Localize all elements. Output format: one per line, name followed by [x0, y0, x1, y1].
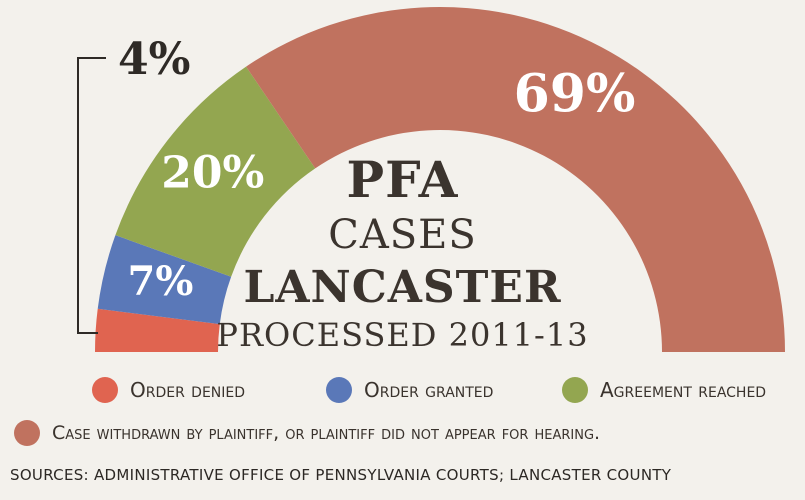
legend-swatch-case-withdrawn	[14, 420, 40, 446]
legend-item-agreement-reached: Agreement reached	[562, 377, 766, 403]
legend-label-order-granted: Order granted	[364, 378, 494, 402]
legend-item-order-granted: Order granted	[326, 377, 493, 403]
legend-swatch-order-granted	[326, 377, 352, 403]
slice-value-label: 69%	[514, 63, 636, 124]
callout-bracket	[77, 57, 106, 334]
slice-agreement-reached	[115, 66, 316, 277]
legend-item-case-withdrawn: Case withdrawn by plaintiff, or plaintif…	[14, 420, 600, 446]
slice-value-label: 7%	[128, 258, 194, 305]
chart-title-line-1: PFA	[346, 150, 459, 209]
legend-swatch-agreement-reached	[562, 377, 588, 403]
chart-title-line-3: LANCASTER	[243, 262, 562, 313]
legend-label-order-denied: Order denied	[130, 378, 246, 402]
slice-value-label: 20%	[161, 147, 264, 198]
legend-item-order-denied: Order denied	[92, 377, 245, 403]
chart-title-line-2: CASES	[328, 212, 477, 258]
sources-note: SOURCES: ADMINISTRATIVE OFFICE OF PENNSY…	[10, 466, 672, 484]
legend-swatch-order-denied	[92, 377, 118, 403]
chart-title-line-4: PROCESSED 2011-13	[216, 316, 589, 354]
legend-label-agreement-reached: Agreement reached	[600, 378, 767, 402]
pfa-semicircle-chart: 4% 7% 20% 69%	[77, 7, 785, 353]
legend-label-case-withdrawn: Case withdrawn by plaintiff, or plaintif…	[52, 422, 601, 444]
slice-order-denied	[95, 308, 220, 352]
slice-order-granted	[97, 235, 232, 325]
slice-case-withdrawn-by-plaintiff-or-plaintiff-did-not-appear-for-hearing	[246, 7, 785, 353]
callout-value-label: 4%	[118, 34, 190, 85]
